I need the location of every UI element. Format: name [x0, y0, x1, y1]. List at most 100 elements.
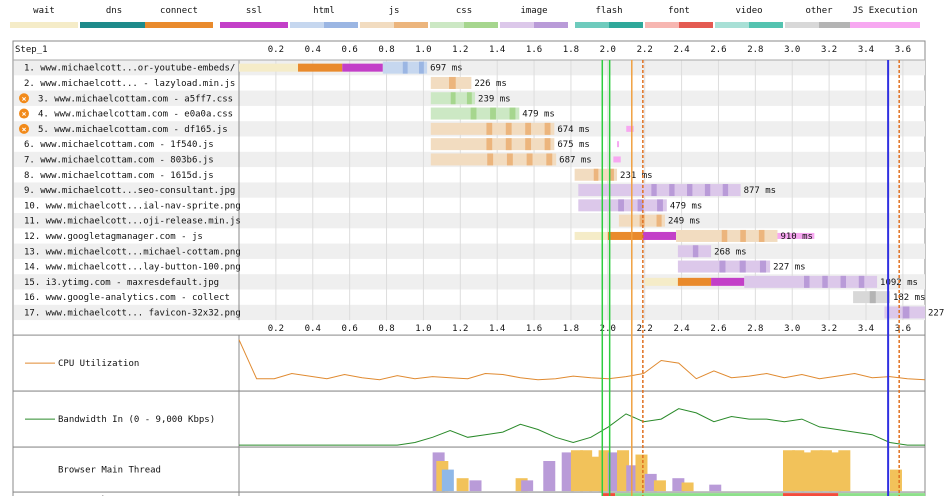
- panel-cpu: [12, 334, 926, 392]
- bar-ttfb: [430, 76, 450, 89]
- request-label: 15. i3.ytimg.com - maxresdefault.jpg: [24, 278, 219, 288]
- legend-item-css: css: [430, 6, 498, 28]
- warning-icon: [19, 123, 29, 134]
- bar-chunk: [657, 199, 663, 212]
- bar-chunk: [487, 153, 494, 166]
- bar-chunk: [669, 184, 675, 197]
- legend-swatch: [534, 22, 568, 28]
- legend-swatch: [850, 22, 885, 28]
- request-label: 1. www.michaelcott...or-youtube-embeds/: [24, 64, 235, 74]
- x-tick-label-top: 2.0: [600, 45, 616, 55]
- legend-item-wait: wait: [10, 6, 78, 28]
- main-thread-burst: [829, 452, 842, 492]
- request-label: 14. www.michaelcott...lay-button-100.png: [24, 263, 241, 273]
- bar-wait: [239, 63, 299, 72]
- bar-chunk: [449, 76, 456, 89]
- legend-item-font: font: [645, 6, 713, 28]
- row-background: [14, 304, 925, 321]
- bar-ttfb: [574, 168, 594, 181]
- long-task-segment: [783, 493, 839, 496]
- x-tick-label-top: 0.4: [305, 45, 321, 55]
- x-tick-label-bottom: 1.6: [526, 324, 542, 334]
- legend-swatch: [500, 22, 534, 28]
- request-duration: 231 ms: [620, 171, 653, 181]
- bar-js-exec: [613, 156, 621, 163]
- x-tick-label-bottom: 2.4: [673, 324, 689, 334]
- bar-chunk: [470, 107, 477, 120]
- legend-swatch: [715, 22, 749, 28]
- bar-chunk: [490, 107, 496, 120]
- legend-swatch: [575, 22, 609, 28]
- main-thread-burst: [607, 452, 620, 492]
- long-task-segment: [602, 493, 616, 496]
- request-duration: 182 ms: [893, 293, 926, 303]
- warning-icon-glyph: ×: [22, 125, 27, 134]
- legend-swatch: [785, 22, 819, 28]
- main-thread-burst: [838, 450, 851, 492]
- bar-chunk: [505, 122, 512, 135]
- request-label: 5. www.michaelcottam.com - df165.js: [38, 125, 228, 135]
- x-tick-label-top: 2.4: [673, 45, 689, 55]
- bar-chunk: [525, 122, 532, 135]
- bar-chunk: [509, 107, 516, 120]
- bar-ttfb: [676, 229, 722, 242]
- panel-mt: [12, 446, 926, 493]
- main-thread-burst: [672, 478, 685, 492]
- x-tick-label-bottom: 1.0: [415, 324, 431, 334]
- request-duration: 479 ms: [522, 110, 555, 120]
- legend-label: connect: [160, 6, 198, 16]
- legend-swatch: [80, 22, 114, 28]
- main-thread-burst: [801, 452, 814, 492]
- bar-chunk: [486, 122, 493, 135]
- main-thread-burst: [469, 480, 482, 492]
- long-task-segment: [615, 493, 784, 496]
- bar-ttfb: [853, 291, 870, 304]
- bar-chunk: [758, 229, 765, 242]
- request-label: 2. www.michaelcott... - lazyload.min.js: [24, 79, 235, 89]
- x-tick-label-bottom: 0.8: [378, 324, 394, 334]
- cpu-line: [238, 339, 926, 381]
- legend-label: ssl: [245, 6, 263, 16]
- row-background: [14, 213, 925, 229]
- bar-chunk: [593, 168, 599, 181]
- long-task-segment: [838, 493, 925, 496]
- legend-label: js: [388, 6, 400, 16]
- request-duration: 687 ms: [559, 155, 592, 165]
- legend-swatch: [394, 22, 428, 28]
- legend-swatch: [114, 22, 148, 28]
- legend-label: other: [805, 6, 833, 16]
- warning-icon-glyph: ×: [22, 110, 27, 119]
- bar-ttfb: [578, 184, 652, 197]
- main-thread-burst: [635, 454, 648, 492]
- legend-item-dns: dns: [80, 6, 148, 28]
- legend-swatch: [254, 22, 288, 28]
- bar-ssl: [642, 231, 677, 240]
- x-tick-label-top: 1.6: [526, 45, 542, 55]
- bar-chunk: [526, 153, 533, 166]
- x-tick-label-bottom: 2.0: [600, 324, 616, 334]
- bar-ttfb: [677, 245, 693, 258]
- x-tick-label-bottom: 2.8: [747, 324, 763, 334]
- request-label: 6. www.michaelcottam.com - 1f540.js: [24, 140, 214, 150]
- bar-connect: [298, 63, 343, 72]
- request-duration: 249 ms: [668, 217, 701, 227]
- main-thread-burst: [653, 480, 666, 492]
- bar-chunk: [651, 184, 657, 197]
- legend-swatch: [645, 22, 679, 28]
- request-label: 11. www.michaelcott...oji-release.min.js: [24, 217, 241, 227]
- main-thread-burst: [792, 450, 805, 492]
- bar-chunk: [637, 199, 644, 212]
- bw-line: [239, 408, 925, 446]
- legend-item-js-execution: JS Execution: [850, 6, 920, 28]
- bar-chunk: [840, 275, 847, 288]
- bar-chunk: [506, 153, 513, 166]
- bar-ssl: [711, 277, 745, 286]
- bar-chunk: [486, 138, 493, 151]
- panel-lt: [12, 491, 926, 496]
- x-tick-label-top: 2.2: [637, 45, 653, 55]
- bar-chunk: [740, 229, 746, 242]
- legend-swatch: [819, 22, 853, 28]
- x-tick-label-bottom: 3.2: [821, 324, 837, 334]
- bar-chunk: [869, 291, 876, 304]
- bar-chunk: [544, 138, 551, 151]
